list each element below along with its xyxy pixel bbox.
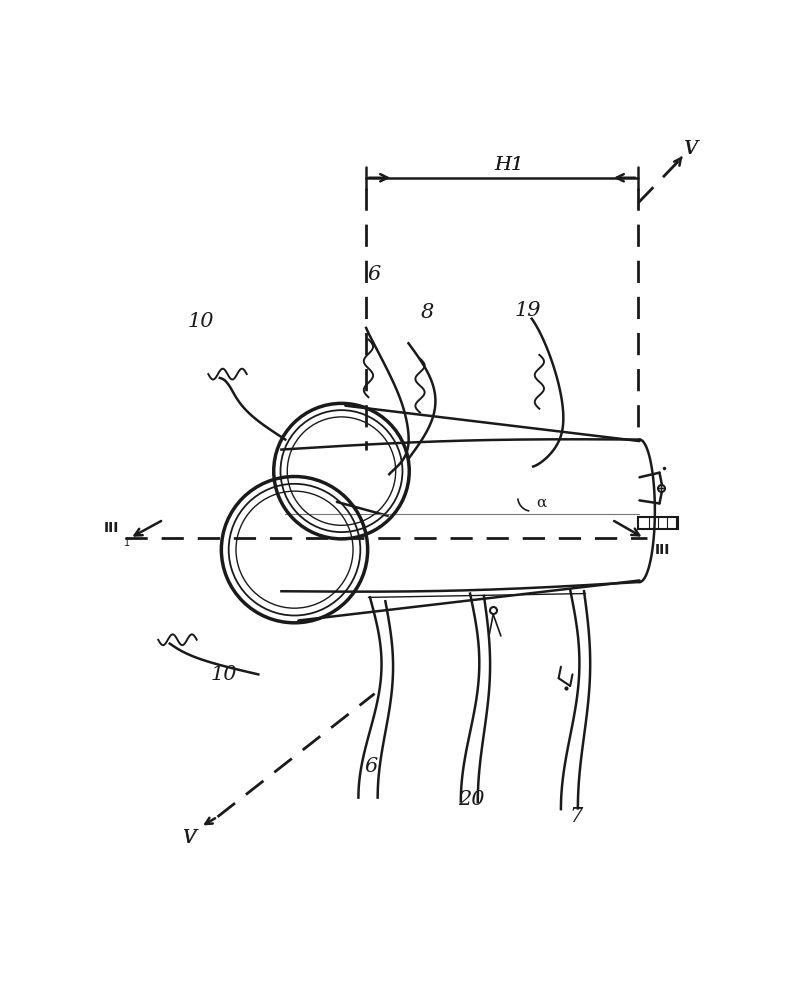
Text: 6: 6 xyxy=(367,264,381,284)
Text: 10: 10 xyxy=(210,665,237,684)
Text: V: V xyxy=(183,829,195,847)
Text: 20: 20 xyxy=(459,790,485,809)
Bar xyxy=(638,517,678,529)
Text: V: V xyxy=(684,140,697,158)
Text: 6: 6 xyxy=(365,757,378,776)
Text: III: III xyxy=(655,543,671,557)
Text: 10: 10 xyxy=(188,312,214,331)
Text: V: V xyxy=(683,140,697,158)
Text: 19: 19 xyxy=(515,301,541,320)
Text: 1: 1 xyxy=(124,538,130,548)
Text: H1: H1 xyxy=(494,156,523,174)
Text: V: V xyxy=(182,829,196,847)
Text: III: III xyxy=(103,521,119,535)
Text: H1: H1 xyxy=(494,156,523,174)
Text: 7: 7 xyxy=(570,807,583,826)
Text: α: α xyxy=(536,496,546,510)
Text: 8: 8 xyxy=(421,303,434,322)
